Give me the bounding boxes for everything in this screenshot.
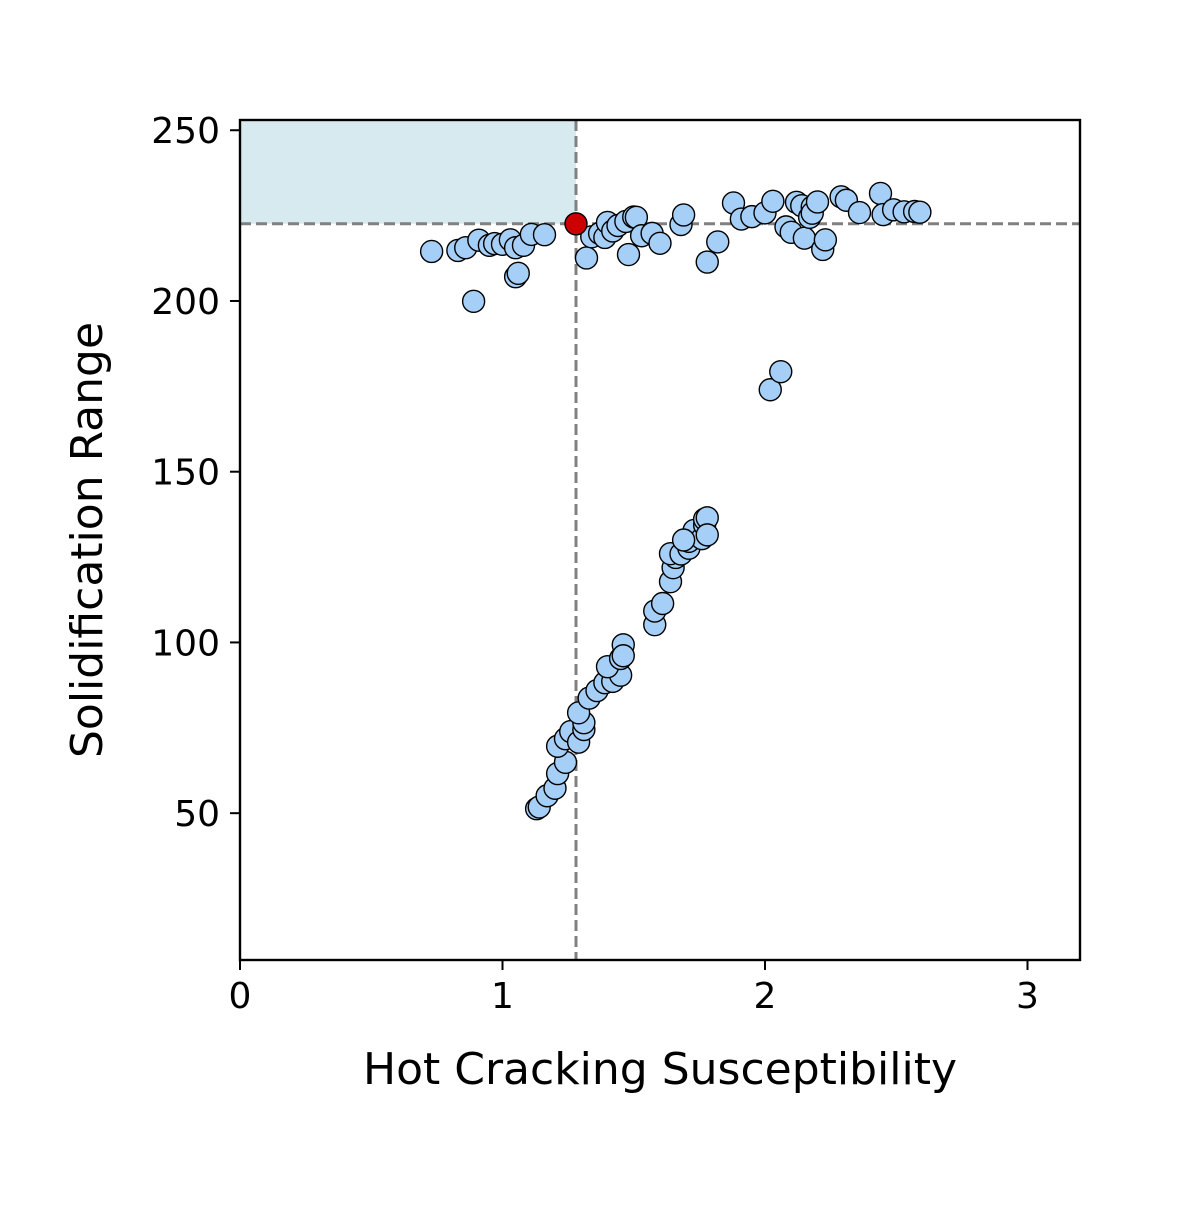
data-point: [648, 231, 672, 255]
x-tick-label: 1: [491, 976, 514, 1017]
data-point: [532, 223, 557, 247]
x-tick-label: 3: [1016, 976, 1039, 1017]
data-point: [650, 591, 675, 616]
y-tick-label: 100: [151, 623, 220, 664]
data-point: [813, 228, 838, 252]
data-point: [805, 190, 830, 214]
data-point: [908, 200, 932, 224]
y-tick-label: 50: [174, 794, 220, 835]
x-axis-label: Hot Cracking Susceptibility: [363, 1044, 957, 1095]
y-tick-label: 200: [151, 282, 220, 323]
data-point: [671, 203, 696, 227]
data-point: [506, 261, 530, 286]
y-tick-label: 150: [151, 453, 220, 494]
data-point: [758, 378, 782, 402]
highlighted-point: [564, 212, 588, 236]
data-point: [616, 242, 641, 267]
y-tick-label: 250: [151, 111, 220, 152]
data-point: [574, 246, 599, 270]
y-axis-label: Solidification Range: [62, 322, 113, 758]
data-point: [419, 239, 444, 264]
target-region: [240, 120, 576, 224]
data-point: [461, 289, 486, 314]
x-tick-label: 2: [754, 976, 777, 1017]
data-point: [611, 644, 635, 668]
plot-frame: [238, 118, 1082, 962]
data-point: [761, 189, 785, 213]
data-point: [847, 200, 872, 225]
data-point: [706, 230, 730, 254]
data-point: [671, 528, 696, 552]
data-point: [695, 523, 719, 547]
data-point: [695, 250, 719, 274]
x-tick-label: 0: [229, 976, 252, 1017]
data-point: [769, 359, 793, 384]
